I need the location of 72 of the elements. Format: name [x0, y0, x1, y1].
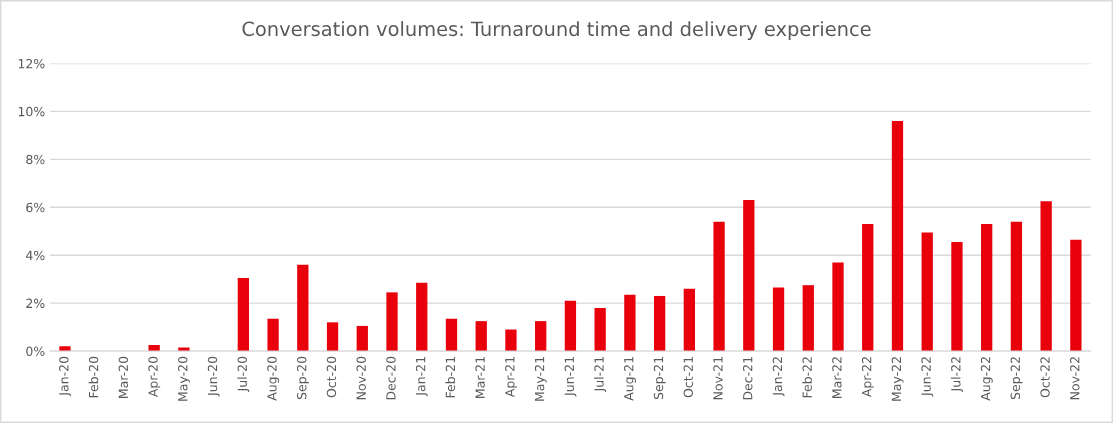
x-tick-label: Mar-21: [475, 357, 485, 398]
x-tick-label: Dec-21: [742, 357, 753, 400]
bar: [683, 288, 695, 352]
y-tick-label: 0%: [26, 346, 45, 357]
x-tick-label: Jan-22: [772, 357, 785, 397]
x-tick-label: Feb-21: [445, 357, 456, 398]
y-tick-label: 6%: [26, 202, 45, 213]
x-tick-label: Oct-22: [1040, 357, 1050, 398]
x-tick-label: Jun-20: [207, 356, 220, 397]
x-tick-label: Sep-21: [653, 357, 666, 400]
x-tick-label: Nov-22: [1070, 357, 1080, 400]
bar: [237, 277, 249, 352]
x-tick-label: May-22: [891, 357, 904, 401]
bar: [386, 292, 398, 352]
bar: [594, 307, 606, 352]
bar: [505, 329, 517, 352]
y-tick-label: 2%: [26, 298, 45, 309]
bar: [772, 287, 785, 352]
bar: [564, 300, 577, 352]
x-tick-label: Jul-20: [237, 356, 250, 393]
bar: [951, 242, 963, 352]
y-tick-label: 12%: [18, 58, 45, 69]
bar: [326, 322, 339, 352]
bar: [862, 224, 874, 352]
bar: [653, 295, 666, 352]
y-tick-label: 8%: [26, 154, 45, 165]
x-tick-label: Oct-20: [326, 356, 337, 398]
x-tick-label: Feb-22: [802, 357, 812, 398]
x-tick-label: Jul-22: [950, 357, 963, 393]
x-tick-label: May-20: [178, 356, 190, 401]
bar: [267, 318, 279, 352]
bar: [832, 262, 844, 352]
x-tick-label: May-21: [534, 357, 547, 401]
y-tick-label: 4%: [26, 250, 45, 261]
x-tick-label: Jun-21: [564, 357, 577, 397]
bar: [743, 200, 755, 352]
bar: [356, 325, 368, 352]
x-tick-label: Dec-20: [386, 356, 396, 400]
bar: [891, 120, 904, 352]
x-tick-label: Aug-20: [267, 356, 280, 401]
bar: [1010, 221, 1023, 352]
x-tick-label: Aug-22: [980, 357, 993, 401]
x-tick-label: Feb-20: [88, 356, 99, 398]
bar: [475, 321, 487, 352]
bar: [535, 321, 547, 352]
x-tick-label: Apr-20: [148, 356, 161, 398]
bar: [713, 221, 725, 352]
bar: [1040, 201, 1052, 352]
bar: [802, 285, 814, 352]
x-tick-label: Apr-21: [505, 357, 517, 398]
x-tick-label: Nov-20: [356, 356, 366, 400]
x-tick-label: Nov-21: [713, 357, 723, 400]
bar: [445, 318, 458, 352]
x-tick-label: Jun-22: [921, 357, 934, 397]
chart-title: Conversation volumes: Turnaround time and delivery experience: [242, 21, 871, 40]
bar: [1070, 239, 1082, 352]
bar: [921, 232, 933, 352]
x-tick-label: Oct-21: [683, 357, 693, 398]
bar: [624, 294, 636, 352]
bar: [297, 264, 309, 352]
x-tick-label: Jul-21: [594, 357, 607, 393]
x-tick-label: Jan-20: [59, 356, 71, 397]
y-tick-label: 10%: [18, 106, 45, 117]
x-tick-label: Mar-22: [832, 357, 842, 398]
x-tick-label: Apr-22: [861, 357, 874, 398]
x-tick-label: Sep-20: [296, 356, 309, 400]
bar: [981, 224, 993, 352]
x-tick-label: Aug-21: [624, 357, 636, 401]
x-tick-label: Sep-22: [1010, 357, 1023, 400]
x-tick-label: Jan-21: [415, 357, 428, 397]
bar: [416, 282, 428, 352]
x-tick-label: Mar-20: [118, 356, 129, 398]
